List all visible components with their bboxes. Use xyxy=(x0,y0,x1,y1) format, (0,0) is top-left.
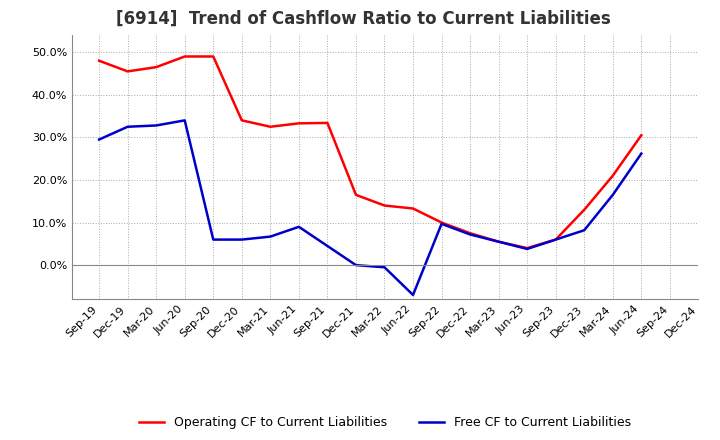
Operating CF to Current Liabilities xyxy=(580,207,588,213)
Operating CF to Current Liabilities xyxy=(637,132,646,138)
Operating CF to Current Liabilities xyxy=(323,120,332,125)
Operating CF to Current Liabilities xyxy=(351,192,360,198)
Free CF to Current Liabilities xyxy=(608,192,617,198)
Free CF to Current Liabilities xyxy=(123,124,132,129)
Operating CF to Current Liabilities xyxy=(123,69,132,74)
Free CF to Current Liabilities xyxy=(552,237,560,242)
Free CF to Current Liabilities xyxy=(637,151,646,156)
Free CF to Current Liabilities xyxy=(209,237,217,242)
Free CF to Current Liabilities xyxy=(294,224,303,229)
Operating CF to Current Liabilities xyxy=(466,231,474,236)
Free CF to Current Liabilities xyxy=(466,232,474,237)
Operating CF to Current Liabilities xyxy=(209,54,217,59)
Operating CF to Current Liabilities xyxy=(409,206,418,211)
Line: Free CF to Current Liabilities: Free CF to Current Liabilities xyxy=(99,121,642,295)
Free CF to Current Liabilities xyxy=(380,264,389,270)
Operating CF to Current Liabilities xyxy=(523,246,531,251)
Operating CF to Current Liabilities xyxy=(238,118,246,123)
Operating CF to Current Liabilities xyxy=(380,203,389,208)
Operating CF to Current Liabilities xyxy=(181,54,189,59)
Legend: Operating CF to Current Liabilities, Free CF to Current Liabilities: Operating CF to Current Liabilities, Fre… xyxy=(140,416,631,429)
Operating CF to Current Liabilities xyxy=(608,173,617,178)
Free CF to Current Liabilities xyxy=(238,237,246,242)
Line: Operating CF to Current Liabilities: Operating CF to Current Liabilities xyxy=(99,56,642,248)
Operating CF to Current Liabilities xyxy=(152,65,161,70)
Free CF to Current Liabilities xyxy=(523,246,531,252)
Free CF to Current Liabilities xyxy=(437,221,446,227)
Free CF to Current Liabilities xyxy=(181,118,189,123)
Operating CF to Current Liabilities xyxy=(552,237,560,242)
Free CF to Current Liabilities xyxy=(266,234,274,239)
Operating CF to Current Liabilities xyxy=(495,239,503,244)
Operating CF to Current Liabilities xyxy=(437,220,446,225)
Free CF to Current Liabilities xyxy=(152,123,161,128)
Operating CF to Current Liabilities xyxy=(294,121,303,126)
Free CF to Current Liabilities xyxy=(409,292,418,297)
Operating CF to Current Liabilities xyxy=(266,124,274,129)
Free CF to Current Liabilities xyxy=(351,263,360,268)
Operating CF to Current Liabilities xyxy=(95,58,104,63)
Free CF to Current Liabilities xyxy=(95,137,104,142)
Free CF to Current Liabilities xyxy=(580,227,588,233)
Free CF to Current Liabilities xyxy=(323,243,332,249)
Free CF to Current Liabilities xyxy=(495,239,503,244)
Text: [6914]  Trend of Cashflow Ratio to Current Liabilities: [6914] Trend of Cashflow Ratio to Curren… xyxy=(116,10,611,28)
